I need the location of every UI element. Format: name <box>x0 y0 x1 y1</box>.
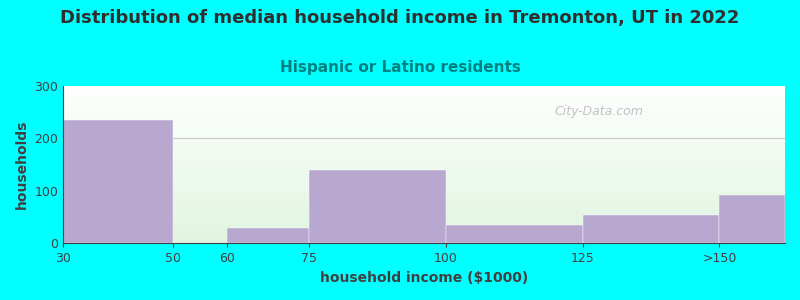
Bar <box>446 225 582 243</box>
Bar <box>719 195 785 243</box>
Text: Hispanic or Latino residents: Hispanic or Latino residents <box>279 60 521 75</box>
Bar <box>582 214 719 243</box>
Bar <box>310 170 446 243</box>
Bar <box>63 120 173 243</box>
Text: Distribution of median household income in Tremonton, UT in 2022: Distribution of median household income … <box>60 9 740 27</box>
X-axis label: household income ($1000): household income ($1000) <box>320 271 528 285</box>
Bar <box>227 228 310 243</box>
Text: City-Data.com: City-Data.com <box>554 105 643 118</box>
Y-axis label: households: households <box>15 120 29 209</box>
